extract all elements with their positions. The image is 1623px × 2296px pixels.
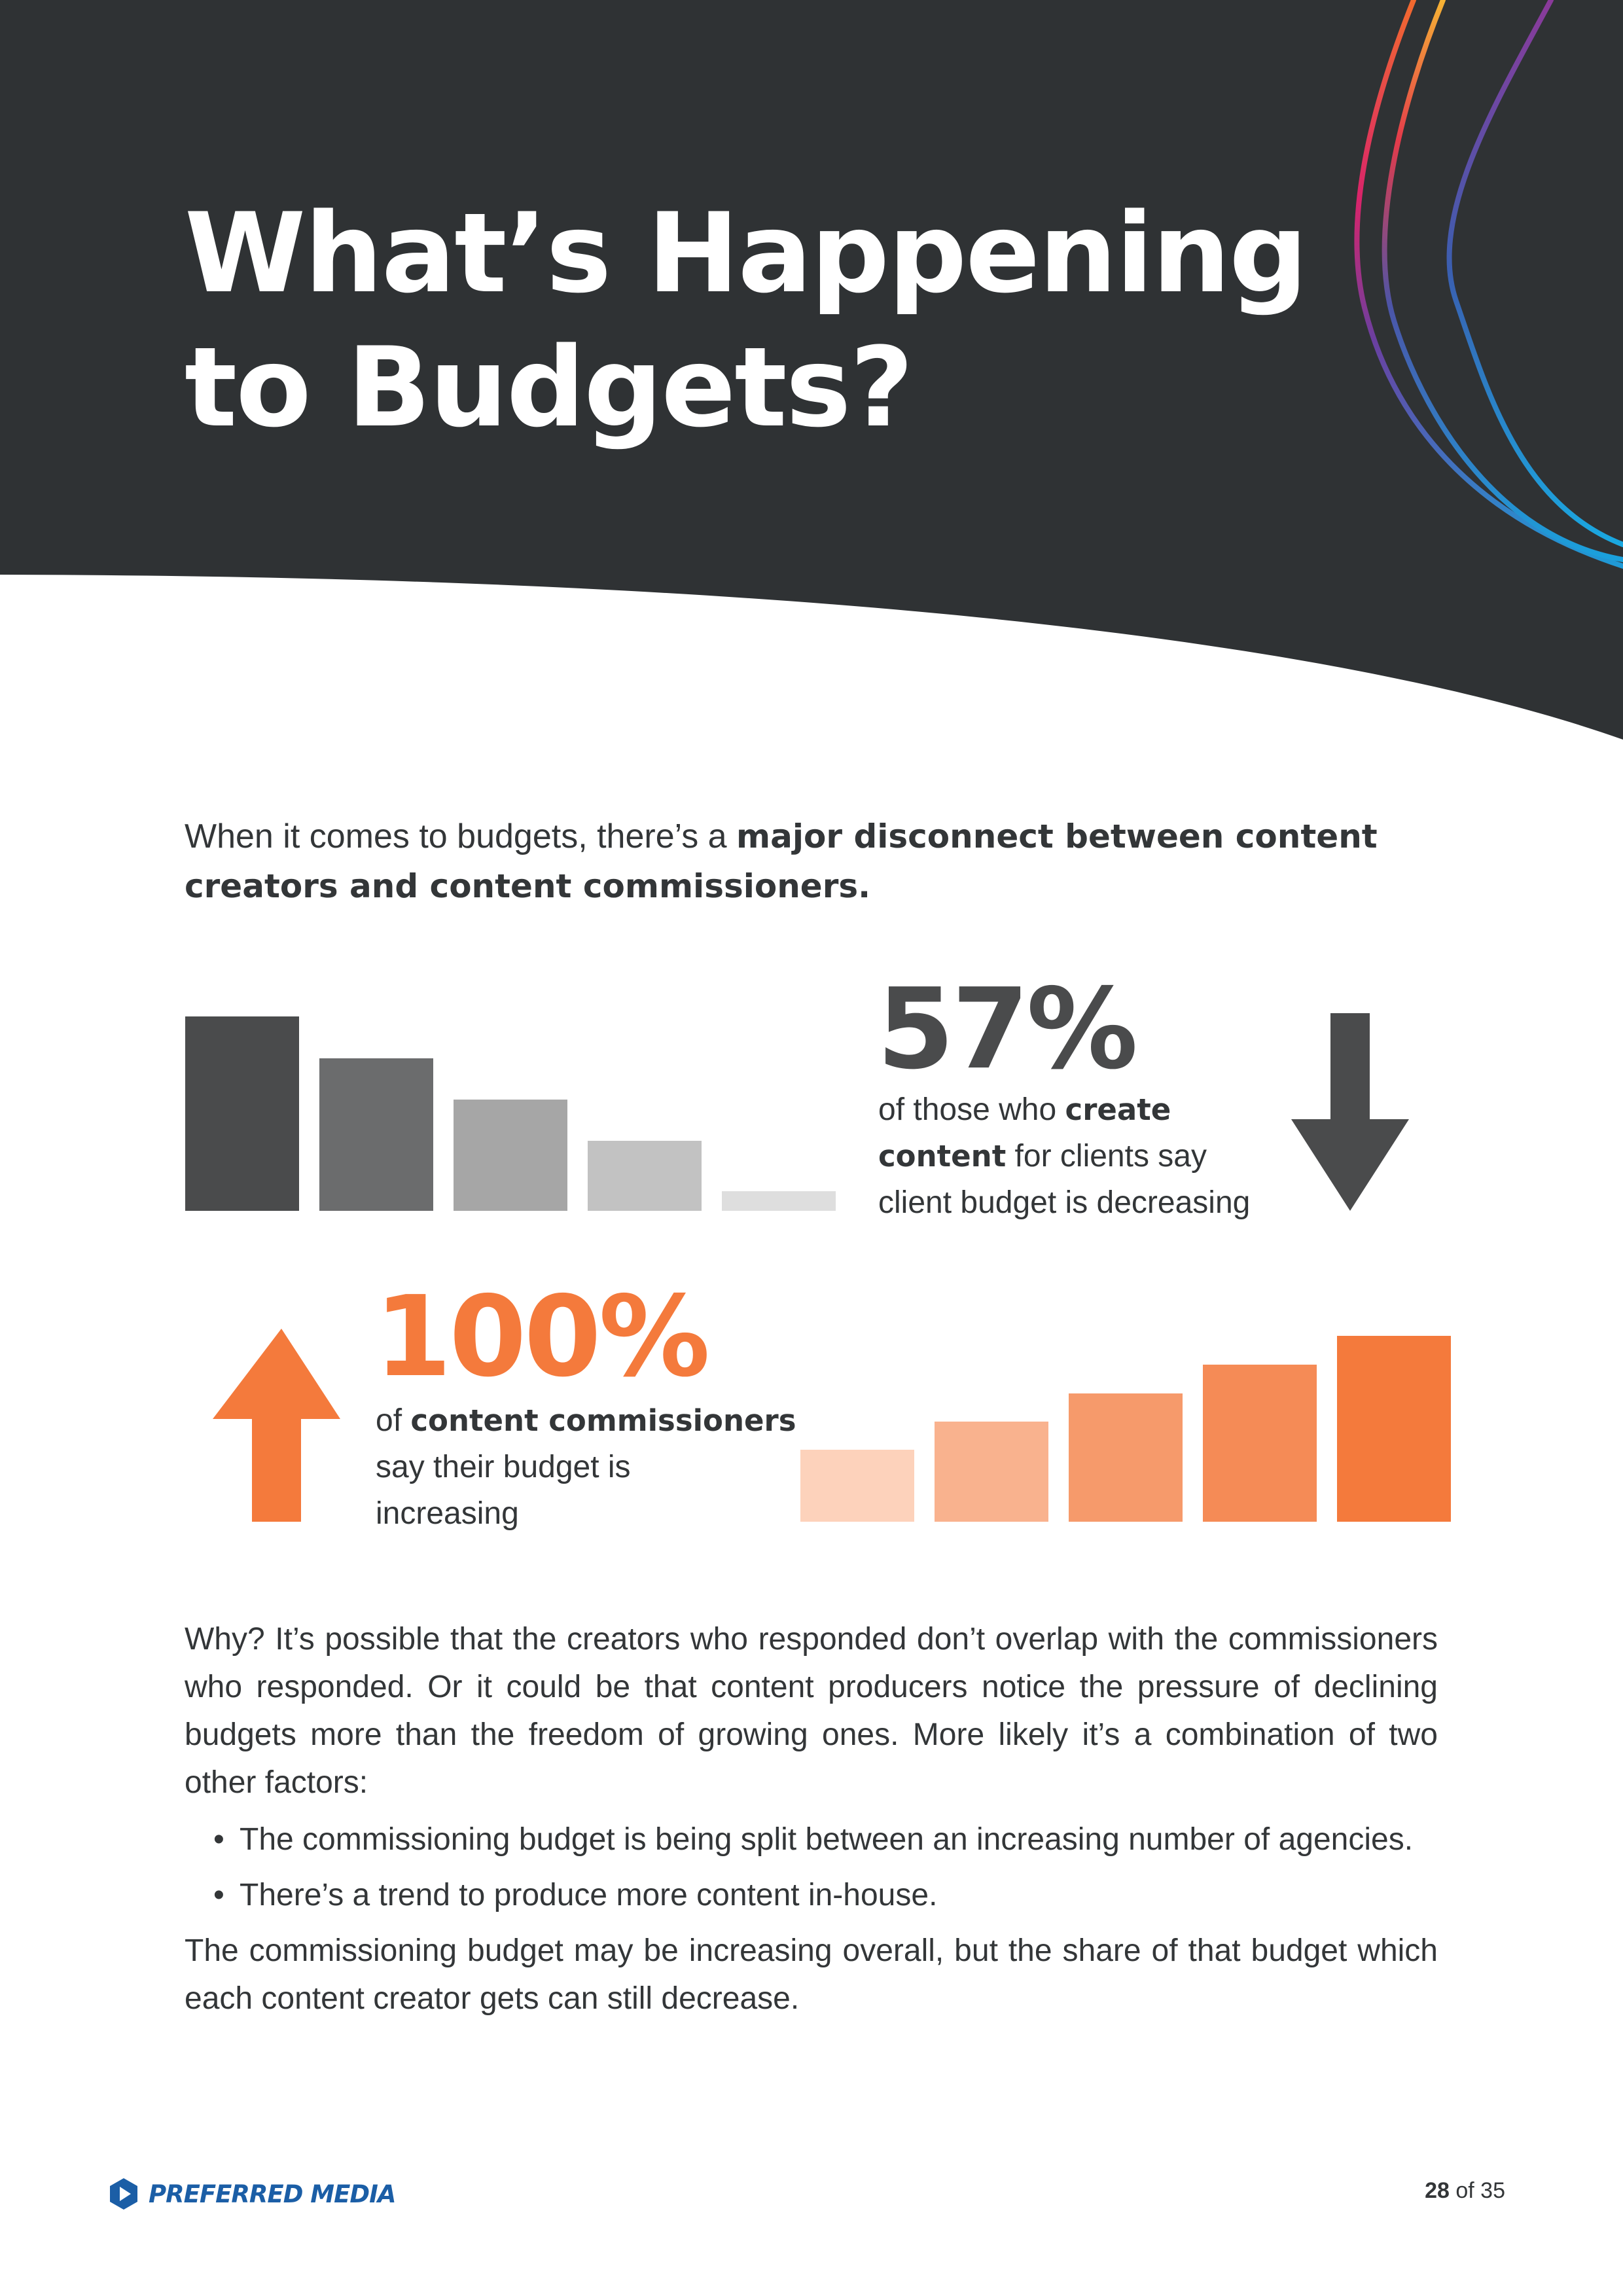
page-title-line-2: to Budgets? bbox=[185, 323, 914, 452]
header-shape bbox=[0, 0, 1623, 740]
caption-text: increasing bbox=[376, 1496, 519, 1531]
increase-bar-5 bbox=[1337, 1336, 1451, 1522]
caption-bold: content commissioners bbox=[410, 1403, 796, 1438]
increase-bar-1 bbox=[800, 1450, 914, 1522]
page-title: What’s Happening to Budgets? bbox=[185, 187, 1308, 455]
body-paragraph-2: The commissioning budget may be increasi… bbox=[185, 1933, 1438, 2016]
brand-name: PREFERRED MEDIA bbox=[149, 2179, 396, 2208]
decrease-bar-1 bbox=[185, 1016, 299, 1211]
caption-bold: create bbox=[1065, 1092, 1171, 1127]
decreasing-bars-graphic bbox=[185, 1016, 836, 1211]
bullet-item: There’s a trend to produce more content … bbox=[213, 1871, 1438, 1919]
stat-increase-number: 100% bbox=[374, 1272, 710, 1402]
bullet-list: The commissioning budget is being split … bbox=[185, 1816, 1438, 1919]
increasing-bars-graphic bbox=[800, 1336, 1451, 1522]
page-separator: of bbox=[1449, 2178, 1481, 2203]
intro-bold: major disconnect between content creator… bbox=[185, 817, 1378, 905]
caption-text: client budget is decreasing bbox=[878, 1185, 1251, 1220]
page-current: 28 bbox=[1425, 2178, 1450, 2203]
footer-logo: PREFERRED MEDIA bbox=[108, 2177, 396, 2211]
page-total: 35 bbox=[1480, 2178, 1505, 2203]
decrease-bar-2 bbox=[319, 1058, 433, 1211]
arrow-down-icon bbox=[1291, 1013, 1409, 1211]
stat-increase-caption: of content commissioners say their budge… bbox=[376, 1397, 796, 1537]
decrease-bar-3 bbox=[454, 1100, 567, 1211]
caption-text: for clients say bbox=[1006, 1139, 1207, 1174]
page-number: 28 of 35 bbox=[1425, 2178, 1505, 2204]
caption-text: of those who bbox=[878, 1092, 1065, 1127]
swoosh-decoration bbox=[1354, 0, 1623, 569]
header-background bbox=[0, 0, 1623, 740]
caption-bold: content bbox=[878, 1139, 1007, 1174]
caption-text: say their budget is bbox=[376, 1450, 631, 1484]
page-title-line-1: What’s Happening bbox=[185, 189, 1308, 317]
increase-bar-3 bbox=[1069, 1393, 1183, 1522]
stat-decrease-caption: of those who create content for clients … bbox=[878, 1086, 1284, 1226]
play-hexagon-icon bbox=[110, 2178, 137, 2210]
increase-bar-4 bbox=[1203, 1365, 1317, 1522]
arrow-up-icon bbox=[213, 1329, 340, 1522]
decrease-bar-4 bbox=[588, 1141, 702, 1211]
body-text: Why? It’s possible that the creators who… bbox=[185, 1615, 1438, 2022]
stat-decrease-number: 57% bbox=[877, 965, 1138, 1094]
intro-paragraph: When it comes to budgets, there’s a majo… bbox=[185, 812, 1493, 911]
bullet-item: The commissioning budget is being split … bbox=[213, 1816, 1438, 1863]
caption-text: of bbox=[376, 1403, 411, 1438]
body-paragraph-1: Why? It’s possible that the creators who… bbox=[185, 1622, 1438, 1800]
intro-plain: When it comes to budgets, there’s a bbox=[185, 817, 737, 855]
decrease-bar-5 bbox=[722, 1191, 836, 1211]
increase-bar-2 bbox=[935, 1422, 1048, 1522]
